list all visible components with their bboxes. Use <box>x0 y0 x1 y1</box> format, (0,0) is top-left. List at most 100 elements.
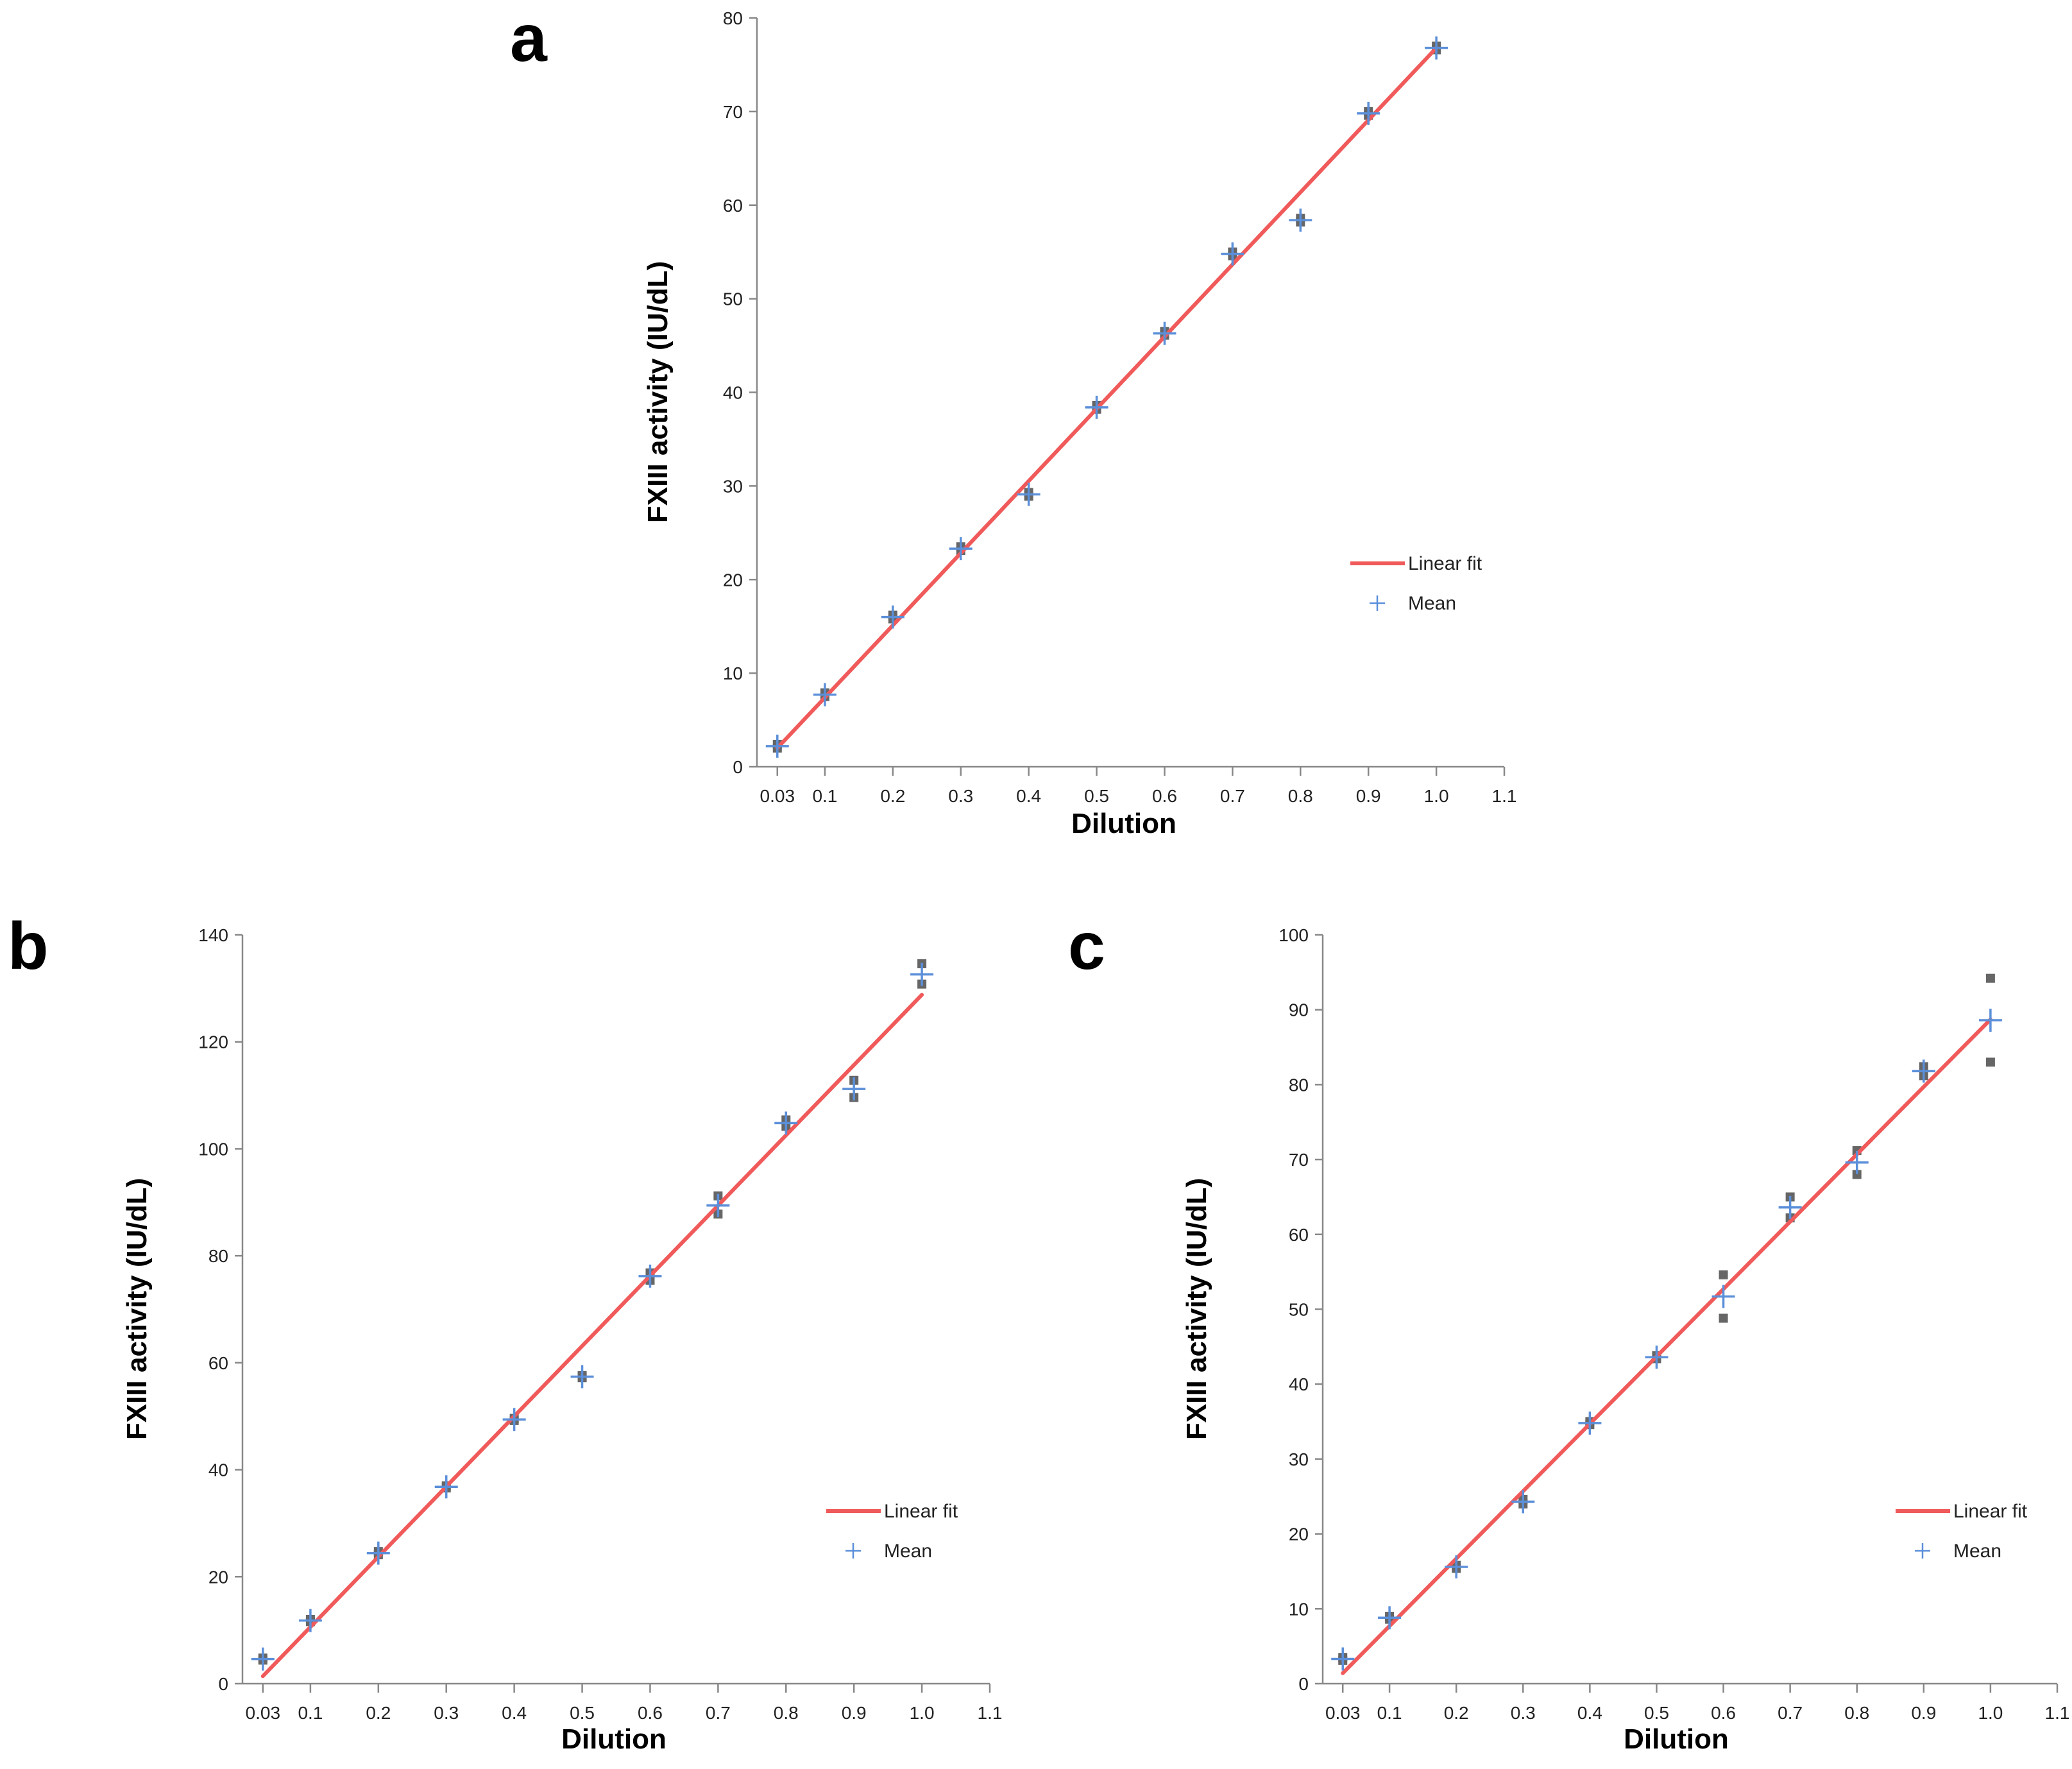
x-tick-label: 0.1 <box>812 786 837 806</box>
linear-fit-line <box>260 993 924 1679</box>
linear-fit-line <box>1341 1017 1992 1675</box>
panel-b: b 0 20 40 60 80 100 120 140 0.03 0.1 0.2 0.3 0.4 0.5 0.… <box>8 909 1002 1755</box>
x-axis-title: Dilution <box>1624 1723 1729 1755</box>
replicate-point <box>1985 1057 1995 1067</box>
legend-mean-swatch <box>1370 595 1385 611</box>
replicate-point <box>1985 973 1995 983</box>
y-tick-label: 40 <box>723 383 743 403</box>
mean-point <box>910 962 934 986</box>
mean-point <box>502 1408 526 1431</box>
legend-mean-label: Mean <box>1408 593 1456 614</box>
x-tick-label: 0.1 <box>1377 1703 1402 1723</box>
x-tick-label: 0.6 <box>638 1703 663 1723</box>
y-tick-label: 70 <box>1289 1150 1309 1170</box>
mean-point <box>251 1647 275 1671</box>
mean-point <box>774 1111 798 1135</box>
y-tick-label: 60 <box>723 196 743 216</box>
y-tick-label: 100 <box>1278 925 1309 945</box>
y-tick-label: 140 <box>198 925 228 945</box>
legend-mean-swatch <box>845 1543 861 1559</box>
mean-point <box>1445 1555 1468 1578</box>
mean-point <box>1221 242 1244 266</box>
x-tick-label: 0.4 <box>502 1703 527 1723</box>
mean-point <box>434 1475 458 1499</box>
x-tick-label: 0.7 <box>706 1703 731 1723</box>
x-tick-label: 0.1 <box>298 1703 323 1723</box>
y-axis-title: FXIII activity (IU/dL) <box>121 1178 153 1440</box>
x-tick-label: 0.2 <box>366 1703 391 1723</box>
y-tick-label: 10 <box>723 663 743 683</box>
x-tick-label: 0.8 <box>1844 1703 1869 1723</box>
mean-point <box>570 1365 594 1389</box>
mean-point <box>1645 1346 1669 1369</box>
mean-point <box>638 1264 662 1288</box>
x-tick-label: 1.0 <box>1978 1703 2003 1723</box>
x-tick-label: 0.4 <box>1016 786 1041 806</box>
panel-label: c <box>1068 909 1105 984</box>
y-tick-label: 120 <box>198 1032 228 1052</box>
x-tick-label: 0.2 <box>880 786 905 806</box>
x-tick-label: 0.03 <box>246 1703 281 1723</box>
y-tick-label: 90 <box>1289 1000 1309 1020</box>
legend-fit-label: Linear fit <box>1408 553 1482 574</box>
y-tick-label: 80 <box>723 8 743 28</box>
mean-point <box>1289 209 1312 232</box>
legend-mean-label: Mean <box>1953 1541 2001 1562</box>
legend-mean-label: Mean <box>884 1541 932 1562</box>
mean-point <box>706 1193 730 1217</box>
x-tick-label: 1.1 <box>978 1703 1003 1723</box>
y-tick-label: 100 <box>198 1139 228 1159</box>
y-tick-label: 0 <box>218 1674 228 1694</box>
y-tick-label: 30 <box>1289 1449 1309 1469</box>
y-tick-label: 20 <box>1289 1525 1309 1544</box>
mean-point <box>1778 1195 1802 1219</box>
panel-a: a 0 10 20 30 40 50 60 70 80 0.03 0.1 0.2 0.3 0.4 0.5 0.6… <box>510 1 1516 839</box>
y-tick-label: 70 <box>723 102 743 122</box>
replicate-point <box>1719 1313 1728 1323</box>
x-tick-label: 0.9 <box>1356 786 1381 806</box>
mean-point <box>1578 1411 1602 1435</box>
y-tick-label: 20 <box>723 570 743 590</box>
y-axis-title: FXIII activity (IU/dL) <box>1181 1178 1212 1440</box>
mean-point <box>366 1541 390 1565</box>
y-tick-label: 20 <box>208 1567 228 1587</box>
y-axis-title: FXIII activity (IU/dL) <box>642 261 674 523</box>
x-tick-label: 0.7 <box>1778 1703 1803 1723</box>
y-tick-label: 40 <box>1289 1374 1309 1394</box>
x-tick-label: 0.03 <box>1325 1703 1361 1723</box>
x-tick-label: 1.0 <box>910 1703 935 1723</box>
y-tick-label: 80 <box>208 1246 228 1266</box>
y-tick-label: 0 <box>733 757 743 777</box>
mean-point <box>1425 36 1448 60</box>
x-tick-label: 0.8 <box>774 1703 799 1723</box>
replicate-point <box>1719 1270 1728 1279</box>
mean-point <box>1978 1009 2002 1032</box>
x-tick-label: 0.8 <box>1288 786 1313 806</box>
y-tick-label: 0 <box>1298 1674 1309 1694</box>
mean-point <box>1711 1285 1735 1308</box>
y-tick-label: 40 <box>208 1460 228 1480</box>
mean-point <box>1511 1490 1535 1514</box>
mean-point <box>298 1609 322 1632</box>
x-tick-label: 0.5 <box>570 1703 595 1723</box>
mean-point <box>1845 1150 1869 1174</box>
x-tick-label: 0.7 <box>1220 786 1245 806</box>
x-tick-label: 1.1 <box>1492 786 1517 806</box>
y-tick-label: 80 <box>1289 1075 1309 1095</box>
mean-point <box>1912 1059 1935 1083</box>
linear-fit-line <box>775 46 1439 750</box>
panel-label: a <box>510 1 548 76</box>
mean-point <box>881 605 904 629</box>
y-tick-label: 10 <box>1289 1599 1309 1619</box>
x-tick-label: 0.5 <box>1084 786 1109 806</box>
y-tick-label: 60 <box>1289 1225 1309 1245</box>
mean-point <box>813 683 836 706</box>
mean-point <box>1153 321 1176 345</box>
panel-c: c 0 10 20 30 40 50 60 70 80 90 100 0.03 0.1 0.2 0.3 0.4 0… <box>1068 909 2069 1755</box>
mean-point <box>765 734 789 758</box>
mean-point <box>1331 1647 1355 1671</box>
x-tick-label: 0.3 <box>434 1703 459 1723</box>
y-tick-label: 50 <box>1289 1300 1309 1320</box>
x-tick-label: 0.4 <box>1577 1703 1602 1723</box>
